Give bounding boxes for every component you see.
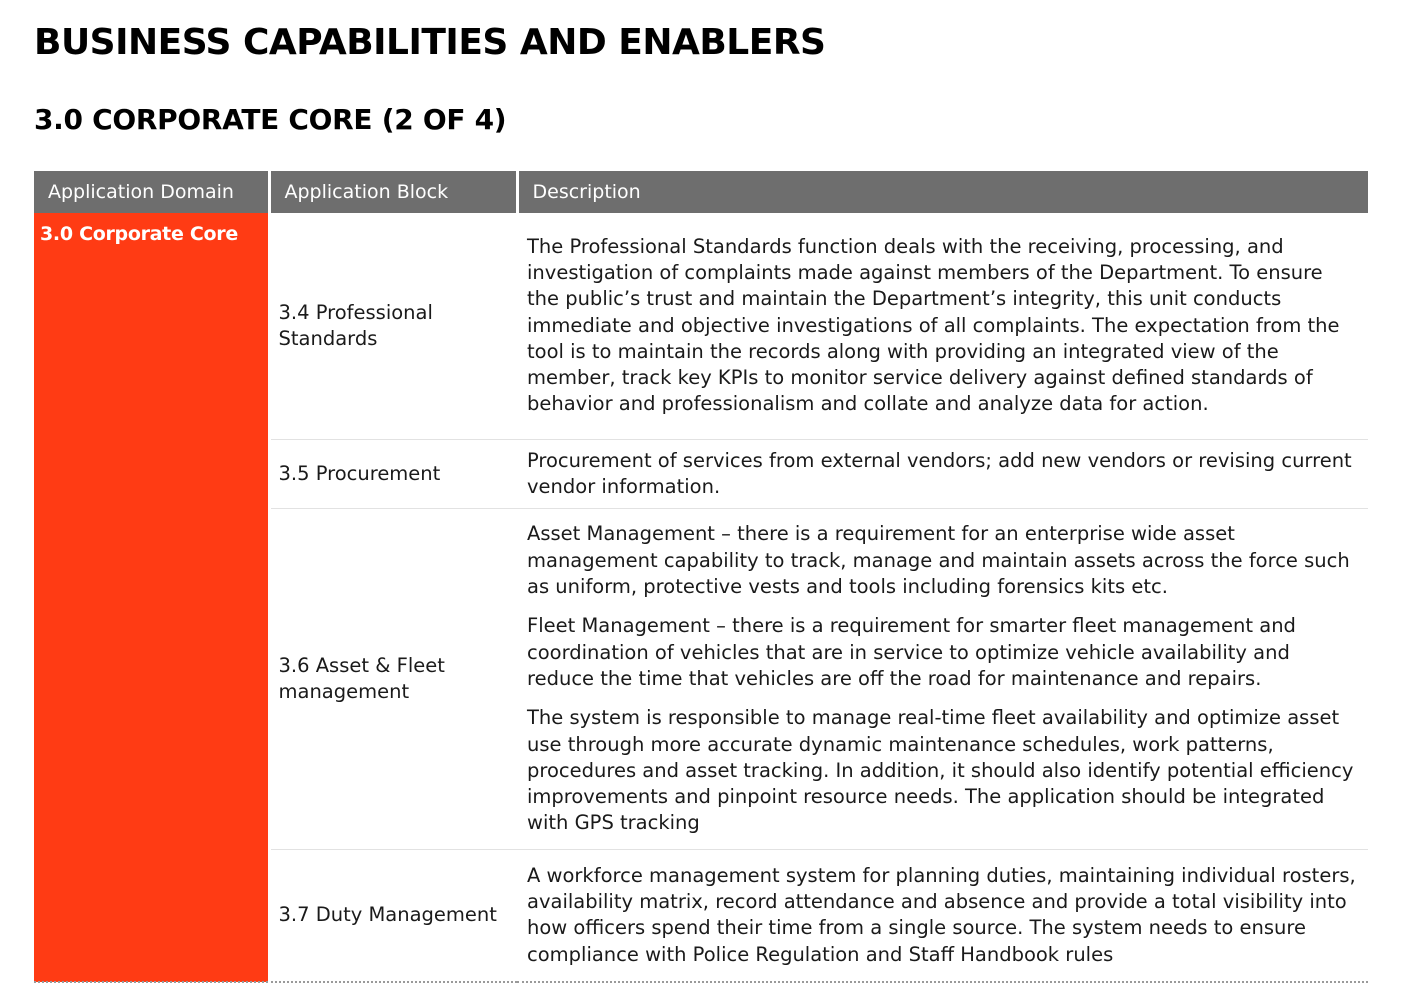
- description-cell: Procurement of services from external ve…: [517, 439, 1368, 510]
- description-paragraph: The system is responsible to manage real…: [527, 706, 1354, 835]
- block-duty-management: 3.7 Duty Management: [269, 849, 517, 983]
- description-cell: Asset Management – there is a requiremen…: [517, 508, 1368, 851]
- table-header-row: Application Domain Application Block Des…: [34, 171, 1368, 213]
- page-title: BUSINESS CAPABILITIES AND ENABLERS: [34, 22, 826, 63]
- block-procurement: 3.5 Procurement: [269, 439, 517, 510]
- block-professional-standards: 3.4 Professional Standards: [269, 213, 517, 440]
- table-row: 3.0 Corporate Core 3.4 Professional Stan…: [34, 213, 1368, 983]
- header-description: Description: [515, 171, 1368, 213]
- domain-cell: 3.0 Corporate Core: [34, 213, 271, 983]
- header-application-block: Application Block: [267, 171, 517, 213]
- capabilities-table: Application Domain Application Block Des…: [34, 171, 1368, 983]
- table-row: 3.5 Procurement Procurement of services …: [34, 439, 1368, 510]
- description-cell: A workforce management system for planni…: [517, 849, 1368, 983]
- section-title: 3.0 CORPORATE CORE (2 OF 4): [34, 103, 507, 136]
- table-row: 3.6 Asset & Fleet management Asset Manag…: [34, 508, 1368, 851]
- description-paragraph: Procurement of services from external ve…: [527, 448, 1352, 498]
- description-paragraph: A workforce management system for planni…: [527, 863, 1356, 966]
- description-paragraph: Asset Management – there is a requiremen…: [527, 522, 1350, 599]
- header-application-domain: Application Domain: [34, 171, 269, 213]
- description-paragraph: The Professional Standards function deal…: [527, 234, 1340, 416]
- block-asset-fleet: 3.6 Asset & Fleet management: [269, 508, 517, 851]
- description-paragraph: Fleet Management – there is a requiremen…: [527, 614, 1296, 690]
- description-cell: The Professional Standards function deal…: [517, 213, 1368, 440]
- table-row: 3.7 Duty Management A workforce manageme…: [34, 849, 1368, 983]
